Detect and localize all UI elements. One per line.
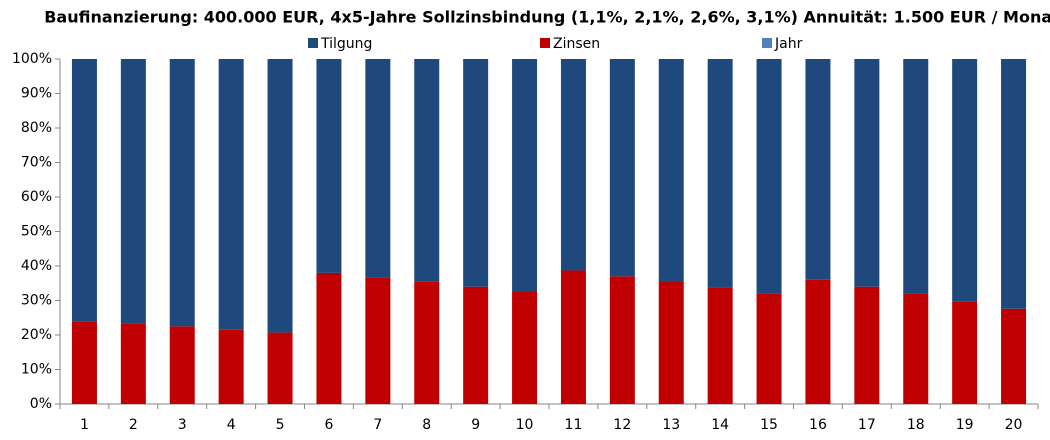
bar-segment [365,277,391,404]
legend-label: Zinsen [553,36,600,52]
bar-segment [854,286,880,404]
bar-segment [71,321,97,404]
x-tick-label: 10 [516,417,534,433]
x-tick-label: 4 [227,417,236,433]
bar-segment [463,286,489,404]
bar-segment [952,301,978,404]
y-tick-label: 50% [21,224,52,240]
legend-swatch [540,38,550,48]
bar-segment [952,59,978,302]
x-tick-label: 1 [80,417,89,433]
x-tick-label: 17 [858,417,876,433]
x-tick-label: 5 [276,417,285,433]
x-tick-label: 7 [373,417,382,433]
x-tick-label: 16 [809,417,827,433]
bar-segment [414,59,440,282]
bar-segment [169,59,195,327]
bar-segment [903,293,929,404]
bar-segment [316,59,342,273]
bar-segment [169,326,195,404]
bar-segment [316,272,342,404]
bar-segment [512,291,538,404]
x-tick-label: 8 [422,417,431,433]
x-tick-label: 2 [129,417,138,433]
x-tick-label: 18 [907,417,925,433]
x-tick-label: 9 [471,417,480,433]
y-tick-label: 100% [12,51,52,67]
x-tick-label: 19 [956,417,974,433]
x-tick-label: 11 [565,417,583,433]
bar-segment [218,59,244,330]
y-tick-label: 60% [21,189,52,205]
legend-label: Jahr [774,36,803,52]
bar-segment [658,281,684,404]
x-tick-label: 14 [711,417,729,433]
bar-segment [120,59,146,324]
legend-swatch [308,38,318,48]
y-tick-label: 10% [21,362,52,378]
bar-segment [560,59,586,271]
bar-segment [609,276,635,404]
x-tick-label: 13 [662,417,680,433]
bar-segment [365,59,391,278]
x-tick-label: 15 [760,417,778,433]
bar-segment [414,281,440,404]
bar-segment [218,329,244,404]
bar-segment [805,279,831,404]
bar-segment [707,287,733,404]
x-tick-label: 20 [1005,417,1023,433]
x-tick-label: 12 [613,417,631,433]
legend-swatch [762,38,772,48]
bar-segment [903,59,929,294]
bar-segment [707,59,733,288]
bar-segment [267,59,293,333]
bar-segment [609,59,635,277]
x-tick-label: 3 [178,417,187,433]
bar-segment [512,59,538,292]
y-tick-label: 0% [30,396,52,412]
bar-segment [560,270,586,404]
y-tick-label: 70% [21,155,52,171]
bar-segment [805,59,831,280]
bar-segment [120,323,146,404]
bar-segment [1001,308,1027,404]
bar-segment [756,59,782,294]
y-tick-label: 80% [21,120,52,136]
x-tick-label: 6 [324,417,333,433]
legend-label: Tilgung [320,36,372,52]
y-tick-label: 90% [21,86,52,102]
bar-segment [267,332,293,404]
bar-segment [658,59,684,282]
y-tick-label: 30% [21,293,52,309]
bar-segment [1001,59,1027,309]
bar-segment [71,59,97,322]
bar-segment [463,59,489,287]
bar-segment [756,293,782,404]
y-tick-label: 40% [21,258,52,274]
bar-segment [854,59,880,287]
chart-title: Baufinanzierung: 400.000 EUR, 4x5-Jahre … [44,8,1050,27]
y-tick-label: 20% [21,327,52,343]
